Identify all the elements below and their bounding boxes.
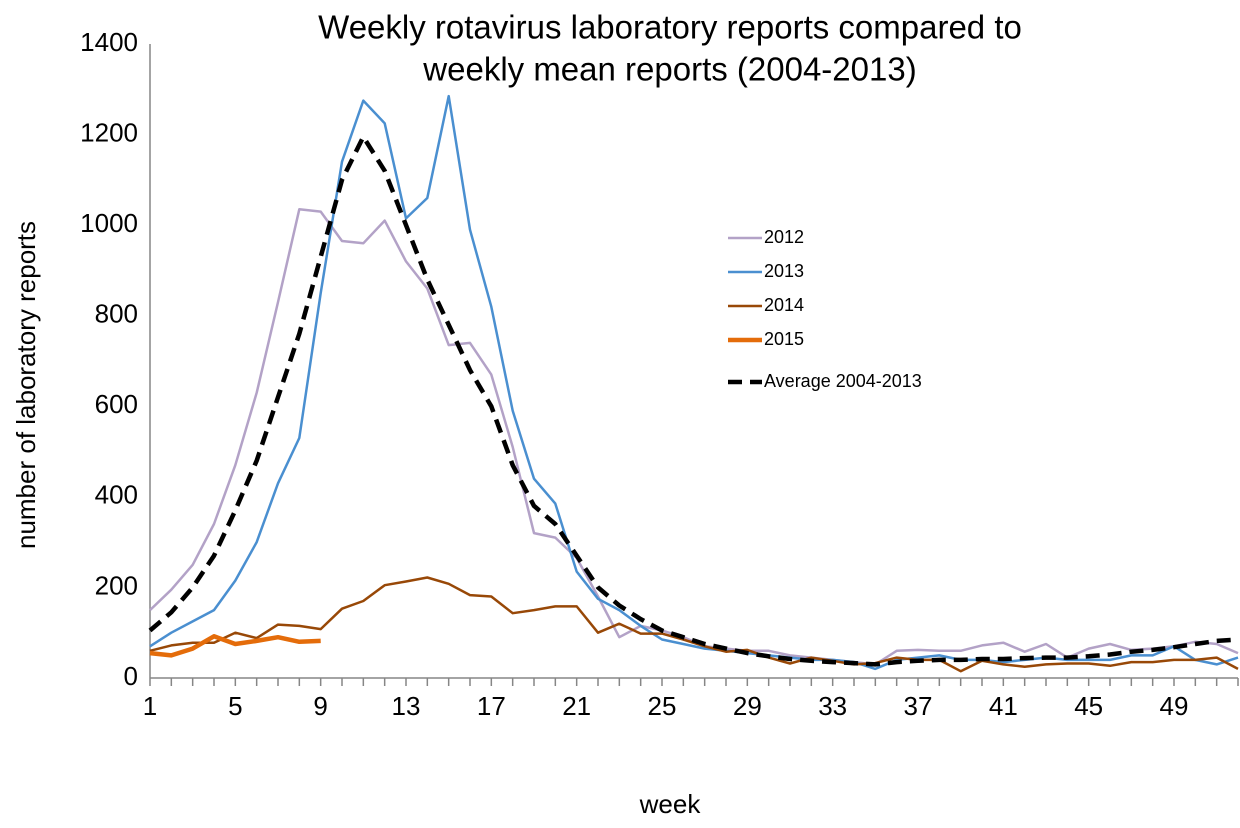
- y-tick-label: 800: [95, 299, 138, 329]
- x-tick-label: 17: [477, 691, 506, 721]
- y-tick-label: 1400: [80, 27, 138, 57]
- x-tick-label: 49: [1160, 691, 1189, 721]
- x-axis-label: week: [639, 789, 702, 819]
- x-tick-label: 41: [989, 691, 1018, 721]
- y-tick-label: 1000: [80, 208, 138, 238]
- y-tick-label: 1200: [80, 117, 138, 147]
- y-tick-label: 200: [95, 570, 138, 600]
- series-line: [148, 134, 1239, 667]
- x-tick-label: 25: [648, 691, 677, 721]
- x-tick-label: 37: [904, 691, 933, 721]
- x-tick-label: 45: [1074, 691, 1103, 721]
- series-line: [149, 634, 321, 658]
- legend-label: Average 2004-2013: [764, 371, 922, 391]
- x-tick-label: 5: [228, 691, 242, 721]
- legend-label: 2013: [764, 261, 804, 281]
- legend-label: 2012: [764, 227, 804, 247]
- x-tick-label: 13: [392, 691, 421, 721]
- x-tick-label: 1: [143, 691, 157, 721]
- legend-label: 2015: [764, 329, 804, 349]
- y-tick-label: 0: [124, 661, 138, 691]
- y-tick-label: 400: [95, 480, 138, 510]
- y-tick-label: 600: [95, 389, 138, 419]
- x-tick-label: 33: [818, 691, 847, 721]
- x-tick-label: 21: [562, 691, 591, 721]
- y-axis-label: number of laboratory reports: [11, 221, 41, 549]
- x-tick-label: 9: [313, 691, 327, 721]
- chart-title: Weekly rotavirus laboratory reports comp…: [318, 9, 1022, 46]
- chart-title: weekly mean reports (2004-2013): [422, 51, 916, 88]
- x-tick-label: 29: [733, 691, 762, 721]
- series-line: [149, 94, 1239, 671]
- legend-label: 2014: [764, 295, 804, 315]
- series-line: [149, 208, 1239, 666]
